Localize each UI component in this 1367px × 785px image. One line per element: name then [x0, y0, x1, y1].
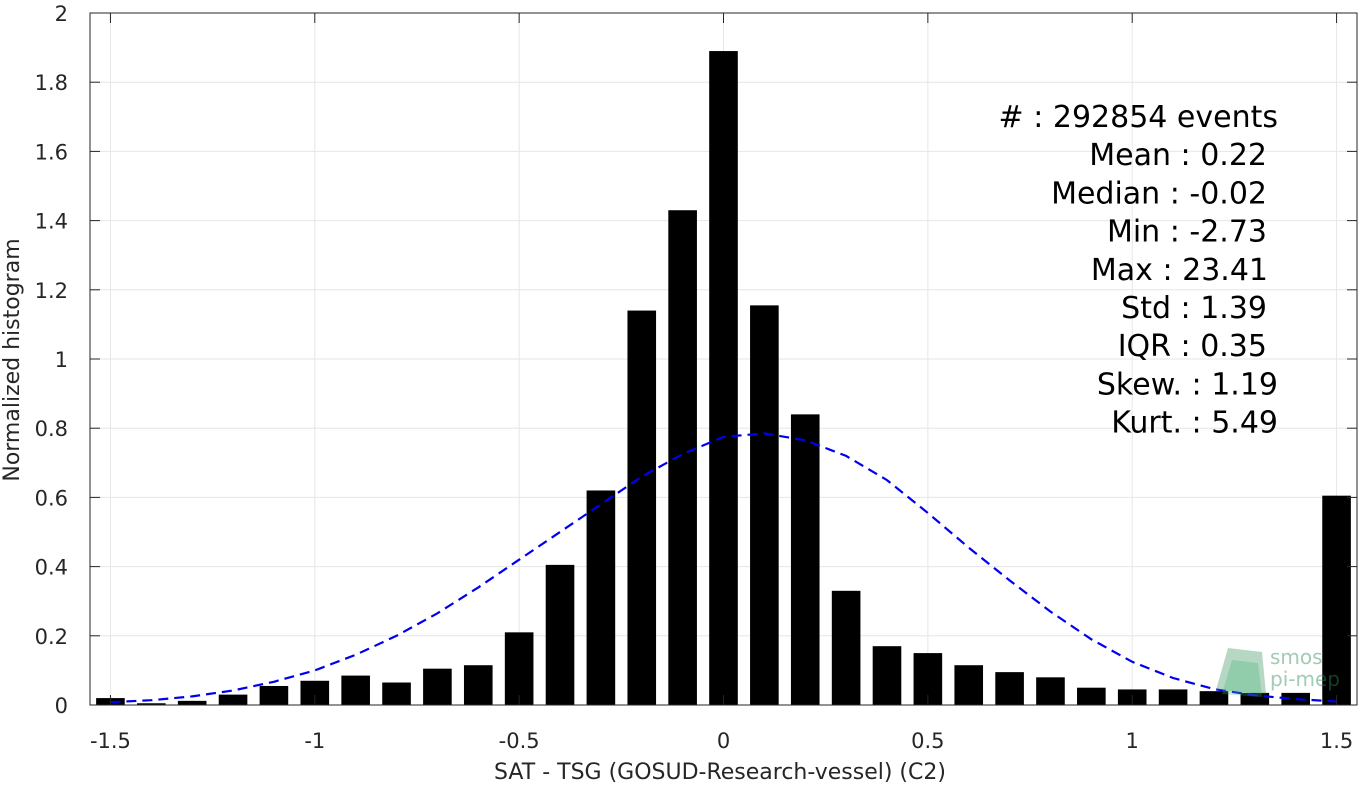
logo-text-1: smos — [1270, 645, 1323, 669]
histogram-bar — [709, 51, 738, 706]
stats-line: Kurt. : 5.49 — [1111, 406, 1278, 441]
y-tick-label: 0 — [55, 694, 68, 718]
histogram-bar — [463, 665, 493, 705]
histogram-bar — [545, 564, 575, 705]
stats-line: Median : -0.02 — [1051, 176, 1267, 211]
histogram-bar — [382, 682, 411, 705]
histogram-bar — [1158, 689, 1188, 705]
histogram-bar — [137, 703, 166, 705]
y-tick-label: 0.8 — [35, 417, 68, 441]
y-tick-label: 0.6 — [35, 486, 68, 510]
x-tick-label: -1.5 — [90, 729, 131, 753]
y-tick-label: 1.6 — [35, 140, 68, 164]
y-tick-labels: 0 0.2 0.4 0.6 0.8 1 1.2 1.4 1.6 1.8 2 — [35, 2, 68, 718]
axes — [89, 12, 1358, 706]
histogram-bar — [1077, 687, 1106, 705]
histogram-bar — [750, 305, 779, 705]
x-tick-label: 1.5 — [1320, 729, 1353, 753]
x-tick-label: 0.5 — [911, 729, 944, 753]
histogram-bar — [586, 490, 616, 705]
histogram-bar — [218, 694, 248, 705]
histogram-bar — [341, 675, 370, 705]
y-tick-label: 0.4 — [35, 556, 68, 580]
smos-pi-mep-logo: smos pi-mep — [1216, 645, 1340, 697]
histogram-bar — [1036, 677, 1065, 705]
y-tick-label: 1.2 — [35, 279, 68, 303]
histogram-bar — [995, 672, 1024, 705]
fit-curve-line — [110, 432, 1337, 704]
x-tick-label: -1 — [304, 729, 325, 753]
x-tick-labels: -1.5 -1 -0.5 0 0.5 1 1.5 — [90, 729, 1353, 753]
histogram-bar — [790, 414, 820, 705]
stats-line: Mean : 0.22 — [1089, 138, 1267, 173]
stats-line: IQR : 0.35 — [1118, 329, 1267, 364]
histogram-bar — [259, 685, 289, 705]
y-tick-label: 0.2 — [35, 625, 68, 649]
stats-line: Max : 23.41 — [1091, 253, 1268, 288]
y-axis-label: Normalized histogram — [0, 238, 25, 481]
logo-text-2: pi-mep — [1270, 667, 1340, 691]
stats-line: Skew. : 1.19 — [1097, 367, 1278, 402]
fit-curve-layer — [110, 432, 1337, 704]
histogram-bar — [504, 632, 534, 705]
x-tick-label: 1 — [1126, 729, 1139, 753]
histogram-bar — [1322, 495, 1351, 705]
x-tick-label: 0 — [717, 729, 730, 753]
histogram-bar — [423, 668, 452, 705]
x-axis-label: SAT - TSG (GOSUD-Research-vessel) (C2) — [494, 760, 946, 785]
y-tick-label: 1 — [55, 348, 68, 372]
x-tick-label: -0.5 — [499, 729, 540, 753]
histogram-bar — [627, 310, 657, 705]
y-tick-label: 1.8 — [35, 71, 68, 95]
histogram-bar — [831, 590, 861, 705]
y-tick-label: 1.4 — [35, 210, 68, 234]
histogram-bar — [668, 210, 697, 705]
stats-line: Std : 1.39 — [1121, 291, 1267, 326]
y-tick-label: 2 — [55, 2, 68, 26]
stats-line: Min : -2.73 — [1107, 215, 1267, 250]
stats-line: # : 292854 events — [999, 100, 1278, 135]
histogram-bar — [872, 646, 902, 705]
histogram-bar — [1240, 692, 1270, 705]
histogram-bar — [177, 700, 207, 705]
histogram-bar — [954, 665, 984, 705]
histogram-bar — [1199, 691, 1229, 705]
